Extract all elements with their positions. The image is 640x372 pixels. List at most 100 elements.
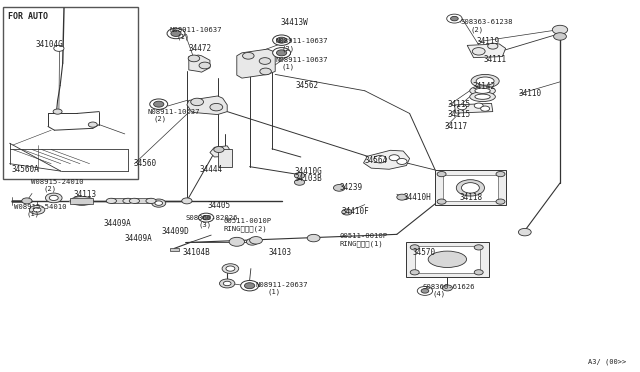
Text: (1): (1) [176, 34, 189, 41]
Circle shape [54, 45, 64, 51]
Text: S08360-82026: S08360-82026 [186, 215, 238, 221]
Bar [134, 198, 151, 203]
Circle shape [488, 43, 498, 49]
Circle shape [417, 286, 433, 295]
Circle shape [202, 215, 210, 220]
Text: N08911-20637: N08911-20637 [256, 282, 308, 288]
Text: S08363-61238: S08363-61238 [461, 19, 513, 25]
Circle shape [496, 199, 505, 204]
Circle shape [397, 194, 407, 200]
Bar [406, 242, 489, 277]
Text: 34239: 34239 [339, 183, 362, 192]
Text: N08911-10637: N08911-10637 [275, 57, 328, 62]
Circle shape [554, 33, 566, 40]
Text: 34119: 34119 [477, 37, 500, 46]
Text: 34405: 34405 [208, 201, 231, 210]
Text: W08915-24010: W08915-24010 [31, 179, 83, 185]
Circle shape [461, 183, 479, 193]
Circle shape [276, 50, 287, 56]
Ellipse shape [428, 251, 467, 267]
Text: 34104B: 34104B [182, 248, 210, 257]
Text: 34472: 34472 [189, 44, 212, 53]
Circle shape [223, 281, 231, 286]
Ellipse shape [470, 92, 495, 102]
Ellipse shape [146, 198, 156, 203]
Circle shape [518, 228, 531, 236]
Circle shape [437, 171, 446, 177]
Circle shape [188, 55, 200, 62]
Text: N08911-10637: N08911-10637 [275, 38, 328, 44]
Text: N08911-10637: N08911-10637 [170, 27, 222, 33]
Text: S08360-61626: S08360-61626 [422, 284, 475, 290]
Text: A3/ (00>>: A3/ (00>> [588, 359, 626, 365]
Bar [111, 198, 128, 203]
Text: 34570: 34570 [413, 248, 436, 257]
Circle shape [155, 201, 163, 205]
Circle shape [171, 31, 181, 36]
Text: 34118: 34118 [460, 193, 483, 202]
Circle shape [167, 28, 185, 39]
Text: 34103B: 34103B [294, 174, 322, 183]
Bar [218, 149, 232, 167]
Text: 34410F: 34410F [342, 207, 369, 216]
Text: 34113: 34113 [74, 190, 97, 199]
Text: 34562: 34562 [296, 81, 319, 90]
Circle shape [214, 147, 224, 153]
Text: 34413W: 34413W [280, 18, 308, 27]
Circle shape [191, 98, 204, 106]
Circle shape [150, 99, 168, 109]
Text: (2): (2) [282, 45, 295, 52]
Ellipse shape [475, 88, 490, 93]
Ellipse shape [470, 86, 495, 96]
Circle shape [481, 106, 490, 111]
Circle shape [45, 193, 62, 203]
Circle shape [397, 158, 407, 164]
Circle shape [88, 122, 97, 127]
Circle shape [474, 103, 483, 108]
Circle shape [22, 198, 32, 204]
Polygon shape [210, 146, 230, 157]
Text: 34409A: 34409A [125, 234, 152, 243]
Text: W08915-54010: W08915-54010 [14, 204, 67, 210]
Text: (4): (4) [432, 291, 445, 297]
Circle shape [260, 68, 271, 75]
Text: 34409A: 34409A [104, 219, 131, 228]
Text: (1): (1) [268, 289, 281, 295]
Circle shape [374, 155, 387, 163]
Text: 34111: 34111 [483, 55, 506, 64]
Circle shape [421, 289, 429, 293]
Text: 34104G: 34104G [35, 40, 63, 49]
Polygon shape [237, 49, 275, 78]
Text: RINGリング(2): RINGリング(2) [224, 225, 268, 232]
Ellipse shape [106, 198, 116, 203]
Circle shape [273, 48, 291, 58]
Text: (1): (1) [27, 210, 40, 217]
Circle shape [437, 199, 446, 204]
Text: (2): (2) [470, 26, 484, 33]
Circle shape [246, 238, 258, 245]
Circle shape [226, 266, 235, 271]
Circle shape [389, 155, 399, 161]
Circle shape [53, 109, 62, 114]
Circle shape [294, 179, 305, 185]
Ellipse shape [129, 198, 140, 203]
Ellipse shape [475, 94, 490, 99]
Text: 34409D: 34409D [161, 227, 189, 236]
Circle shape [49, 195, 58, 201]
Text: (1): (1) [282, 64, 295, 70]
Circle shape [198, 213, 214, 222]
Text: 00511-0010P: 00511-0010P [339, 233, 387, 239]
Circle shape [410, 270, 419, 275]
Circle shape [442, 285, 452, 291]
Circle shape [33, 208, 41, 212]
Circle shape [199, 62, 211, 69]
Text: 34564: 34564 [365, 156, 388, 165]
Circle shape [410, 245, 419, 250]
Circle shape [552, 25, 568, 34]
Circle shape [152, 199, 166, 207]
Circle shape [472, 48, 485, 55]
Circle shape [222, 264, 239, 273]
Text: RINGリング(1): RINGリング(1) [339, 240, 383, 247]
Circle shape [29, 205, 45, 214]
Bar [435, 170, 506, 205]
